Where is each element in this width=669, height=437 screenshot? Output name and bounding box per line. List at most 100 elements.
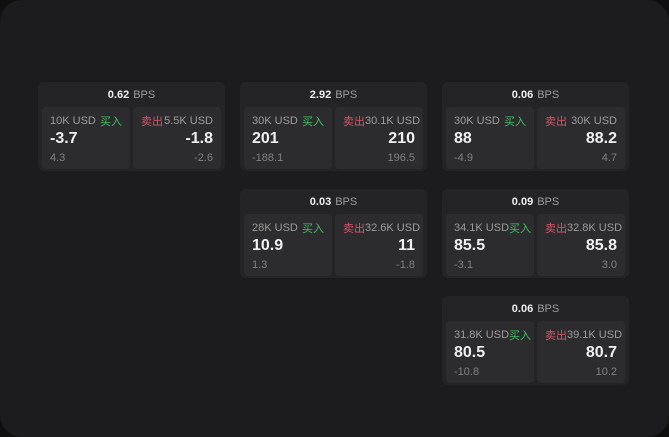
bps-unit-label: BPS (335, 195, 358, 208)
cards-grid: 0.62 BPS 10K USD 买入 -3.7 4.3 卖出 5.5K USD… (38, 82, 629, 385)
buy-delta: 1.3 (252, 258, 268, 271)
sell-delta: 3.0 (601, 258, 617, 271)
buy-amount: 10K USD (50, 115, 96, 127)
sell-panel[interactable]: 卖出 32.8K USD 85.8 3.0 (537, 214, 625, 276)
bps-value: 2.92 (309, 88, 332, 101)
buy-top-row: 31.8K USD 买入 (454, 327, 531, 343)
card-body: 10K USD 买入 -3.7 4.3 卖出 5.5K USD -1.8 -2.… (38, 107, 225, 171)
buy-panel[interactable]: 34.1K USD 买入 85.5 -3.1 (446, 214, 534, 276)
buy-delta: -188.1 (252, 151, 284, 164)
sell-price: 11 (398, 237, 415, 254)
quote-card[interactable]: 0.06 BPS 31.8K USD 买入 80.5 -10.8 卖出 39.1… (442, 296, 629, 385)
sell-side-label: 卖出 (545, 330, 567, 342)
buy-panel[interactable]: 28K USD 买入 10.9 1.3 (244, 214, 332, 276)
quote-card[interactable]: 0.62 BPS 10K USD 买入 -3.7 4.3 卖出 5.5K USD… (38, 82, 225, 171)
sell-amount: 32.8K USD (567, 222, 623, 234)
quote-card[interactable]: 0.03 BPS 28K USD 买入 10.9 1.3 卖出 32.6K US… (240, 189, 427, 278)
buy-price: -3.7 (50, 130, 78, 147)
buy-side-label: 买入 (504, 116, 526, 128)
buy-side-label: 买入 (509, 330, 532, 342)
buy-amount: 34.1K USD (454, 222, 510, 234)
sell-delta: -2.6 (194, 151, 213, 164)
sell-side-label: 卖出 (545, 223, 567, 235)
sell-delta: 4.7 (601, 151, 617, 164)
buy-side-label: 买入 (302, 116, 324, 128)
bps-value: 0.06 (511, 88, 534, 101)
buy-top-row: 30K USD 买入 (252, 113, 324, 129)
buy-price: 88 (454, 130, 472, 147)
buy-delta: -3.1 (454, 258, 473, 271)
sell-price: 85.8 (585, 237, 617, 254)
sell-side-label: 卖出 (343, 223, 365, 235)
bps-value: 0.09 (511, 195, 534, 208)
buy-top-row: 10K USD 买入 (50, 113, 122, 129)
buy-panel[interactable]: 30K USD 买入 88 -4.9 (446, 107, 534, 169)
bps-value: 0.62 (107, 88, 130, 101)
card-body: 34.1K USD 买入 85.5 -3.1 卖出 32.8K USD 85.8… (442, 214, 629, 278)
buy-side-label: 买入 (302, 223, 324, 235)
bps-unit-label: BPS (537, 302, 560, 315)
sell-price: 88.2 (585, 130, 617, 147)
bps-unit-label: BPS (133, 88, 156, 101)
sell-price: 210 (388, 130, 415, 147)
buy-panel[interactable]: 10K USD 买入 -3.7 4.3 (42, 107, 130, 169)
sell-delta: 196.5 (387, 151, 415, 164)
bps-unit-label: BPS (537, 88, 560, 101)
buy-side-label: 买入 (509, 223, 532, 235)
card-body: 28K USD 买入 10.9 1.3 卖出 32.6K USD 11 -1.8 (240, 214, 427, 278)
buy-top-row: 30K USD 买入 (454, 113, 526, 129)
quote-card[interactable]: 0.06 BPS 30K USD 买入 88 -4.9 卖出 30K USD 8… (442, 82, 629, 171)
sell-panel[interactable]: 卖出 30.1K USD 210 196.5 (335, 107, 423, 169)
buy-price: 85.5 (454, 237, 486, 254)
card-header: 0.62 BPS (38, 82, 225, 107)
card-header: 0.03 BPS (240, 189, 427, 214)
card-header: 2.92 BPS (240, 82, 427, 107)
bps-value: 0.06 (511, 302, 534, 315)
quote-card[interactable]: 0.09 BPS 34.1K USD 买入 85.5 -3.1 卖出 32.8K… (442, 189, 629, 278)
sell-amount: 39.1K USD (567, 329, 623, 341)
quote-card[interactable]: 2.92 BPS 30K USD 买入 201 -188.1 卖出 30.1K … (240, 82, 427, 171)
sell-top-row: 卖出 32.6K USD (343, 220, 420, 236)
card-body: 31.8K USD 买入 80.5 -10.8 卖出 39.1K USD 80.… (442, 321, 629, 385)
sell-delta: 10.2 (595, 365, 617, 378)
sell-price: -1.8 (185, 130, 213, 147)
card-header: 0.06 BPS (442, 82, 629, 107)
buy-delta: 4.3 (50, 151, 66, 164)
card-body: 30K USD 买入 201 -188.1 卖出 30.1K USD 210 1… (240, 107, 427, 171)
sell-amount: 30.1K USD (365, 115, 421, 127)
sell-side-label: 卖出 (545, 116, 567, 128)
buy-side-label: 买入 (100, 116, 122, 128)
sell-top-row: 卖出 39.1K USD (545, 327, 622, 343)
sell-side-label: 卖出 (343, 116, 365, 128)
buy-delta: -10.8 (454, 365, 480, 378)
sell-panel[interactable]: 卖出 5.5K USD -1.8 -2.6 (133, 107, 221, 169)
sell-amount: 5.5K USD (164, 115, 213, 127)
bps-unit-label: BPS (335, 88, 358, 101)
buy-delta: -4.9 (454, 151, 473, 164)
sell-top-row: 卖出 32.8K USD (545, 220, 622, 236)
buy-top-row: 28K USD 买入 (252, 220, 324, 236)
sell-top-row: 卖出 30.1K USD (343, 113, 420, 129)
sell-price: 80.7 (585, 344, 617, 361)
buy-top-row: 34.1K USD 买入 (454, 220, 531, 236)
buy-price: 201 (252, 130, 279, 147)
buy-amount: 30K USD (252, 115, 298, 127)
sell-amount: 32.6K USD (365, 222, 421, 234)
buy-amount: 28K USD (252, 222, 298, 234)
sell-panel[interactable]: 卖出 39.1K USD 80.7 10.2 (537, 321, 625, 383)
card-header: 0.09 BPS (442, 189, 629, 214)
buy-panel[interactable]: 31.8K USD 买入 80.5 -10.8 (446, 321, 534, 383)
buy-amount: 30K USD (454, 115, 500, 127)
bps-unit-label: BPS (537, 195, 560, 208)
sell-top-row: 卖出 5.5K USD (141, 113, 213, 129)
sell-delta: -1.8 (396, 258, 415, 271)
buy-price: 10.9 (252, 237, 284, 254)
sell-panel[interactable]: 卖出 30K USD 88.2 4.7 (537, 107, 625, 169)
sell-top-row: 卖出 30K USD (545, 113, 617, 129)
buy-panel[interactable]: 30K USD 买入 201 -188.1 (244, 107, 332, 169)
card-body: 30K USD 买入 88 -4.9 卖出 30K USD 88.2 4.7 (442, 107, 629, 171)
sell-amount: 30K USD (571, 115, 617, 127)
sell-panel[interactable]: 卖出 32.6K USD 11 -1.8 (335, 214, 423, 276)
sell-side-label: 卖出 (141, 116, 163, 128)
